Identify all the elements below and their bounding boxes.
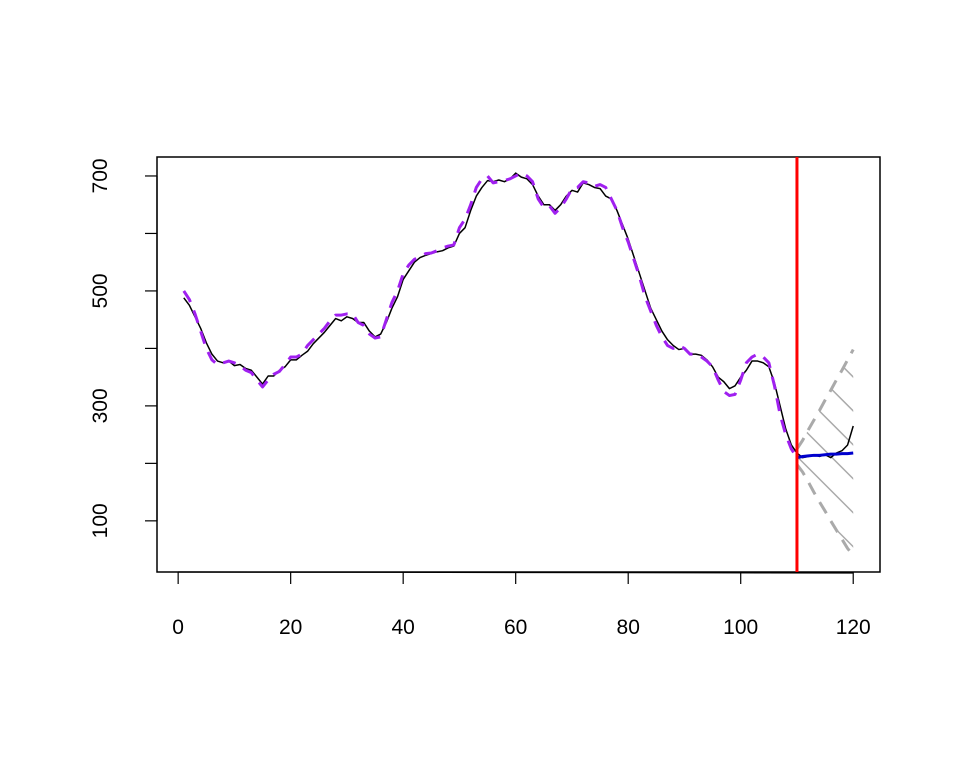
x-tick-label: 80 (617, 616, 640, 639)
y-tick-label: 300 (89, 388, 112, 423)
x-tick-label: 0 (172, 616, 184, 639)
y-tick-label: 700 (89, 158, 112, 193)
plot-area (182, 171, 855, 557)
series-line (796, 451, 854, 460)
y-tick-label: 100 (89, 503, 112, 538)
series-line (795, 348, 855, 450)
series-line (183, 172, 854, 459)
plot-frame (156, 156, 881, 573)
x-tick-label: 20 (279, 616, 302, 639)
x-tick-label: 100 (723, 616, 758, 639)
x-tick-label: 120 (836, 616, 871, 639)
y-tick-label: 500 (89, 273, 112, 308)
series-line (182, 171, 799, 459)
x-tick-label: 60 (504, 616, 527, 639)
series-line (795, 463, 855, 557)
x-tick-label: 40 (391, 616, 414, 639)
interval-hatch (796, 349, 854, 556)
